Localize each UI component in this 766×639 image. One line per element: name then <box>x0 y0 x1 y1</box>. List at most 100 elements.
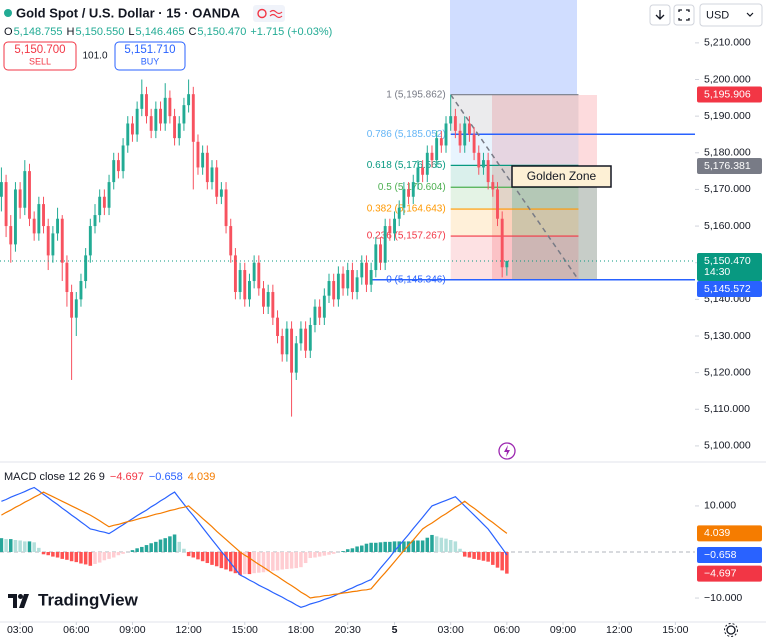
candle-body <box>327 281 331 296</box>
candle-body <box>430 152 434 161</box>
status-dot <box>4 9 12 17</box>
candle-body <box>369 270 373 285</box>
candle-body <box>229 226 233 256</box>
histogram-bar <box>13 540 18 552</box>
candle-body <box>411 182 415 197</box>
histogram-bar <box>79 551 83 564</box>
candle-body <box>187 94 191 106</box>
macd-line <box>1 491 508 599</box>
candle-body <box>421 167 425 175</box>
candle-body <box>60 218 64 263</box>
header-value: C <box>188 26 196 38</box>
refresh-button[interactable] <box>673 4 695 26</box>
histogram-bar <box>275 551 280 571</box>
histogram-bar <box>383 541 387 552</box>
settings-button[interactable] <box>726 625 736 635</box>
candle-body <box>482 160 485 168</box>
histogram-bar <box>378 542 383 552</box>
histogram-bar <box>111 551 116 558</box>
fib-label: 0.618 (5,176.565) <box>367 160 446 171</box>
histogram-bar <box>430 534 434 552</box>
histogram-bar <box>238 551 242 576</box>
indicator-value: −4.697 <box>110 471 144 483</box>
candle-body <box>79 281 83 300</box>
x-tick-label: 18:00 <box>288 624 314 636</box>
currency-select[interactable] <box>699 3 763 27</box>
candle-body <box>116 160 120 172</box>
histogram-bar <box>402 541 406 552</box>
candle-body <box>177 123 181 139</box>
candle-body <box>299 328 303 344</box>
histogram-bar <box>369 542 373 552</box>
y-tick-label: 5,170.000 <box>704 183 751 195</box>
histogram-bar <box>107 551 111 559</box>
candle-body <box>252 262 256 282</box>
fib-band <box>450 236 579 280</box>
candle-body <box>196 141 200 168</box>
histogram-bar <box>97 551 102 563</box>
candle-body <box>439 138 443 146</box>
candle-body <box>365 262 368 285</box>
candle-body <box>383 226 387 263</box>
histogram-bar <box>486 551 490 562</box>
candle-body <box>271 292 275 318</box>
candle-body <box>102 196 106 208</box>
price-tag <box>697 252 762 281</box>
icon <box>678 9 690 21</box>
histogram-bar <box>434 536 439 552</box>
candle-body <box>322 295 326 318</box>
candle-body <box>397 207 401 219</box>
candle-body <box>449 116 453 124</box>
histogram-bar <box>416 540 420 552</box>
value-tag <box>697 547 762 564</box>
candle-body <box>93 215 97 227</box>
histogram-bar <box>491 551 495 565</box>
histogram-bar <box>345 549 350 552</box>
histogram-bar <box>406 541 411 552</box>
histogram-bar <box>458 548 462 552</box>
histogram-bar <box>285 551 289 570</box>
candle-body <box>51 233 55 256</box>
candle-body <box>23 171 27 208</box>
candle-body <box>205 152 209 183</box>
candle-body <box>140 94 144 109</box>
candle-body <box>355 277 359 293</box>
header-value: 5,150.470 <box>197 26 246 38</box>
candle-body <box>163 97 167 124</box>
x-tick-label: 15:00 <box>232 624 258 636</box>
histogram-bar <box>500 551 504 571</box>
histogram-bar <box>214 551 219 567</box>
candle-body <box>491 182 495 190</box>
fib-label: 0.5 (5,170.604) <box>378 182 446 193</box>
candle-body <box>74 299 78 318</box>
candle-body <box>13 189 17 245</box>
histogram-bar <box>360 545 364 552</box>
candle-body <box>182 105 186 124</box>
axes: 5,210.0005,200.0005,190.0005,180.0005,17… <box>7 37 762 636</box>
histogram-bar <box>294 551 299 569</box>
candle-body <box>135 108 139 135</box>
candle-body <box>233 255 237 293</box>
candle-body <box>257 262 261 289</box>
candle-body <box>262 288 265 307</box>
candle-body <box>18 189 22 208</box>
candle-body <box>294 343 298 373</box>
candle-body <box>346 270 350 289</box>
buy-button[interactable] <box>114 41 186 71</box>
histogram-bar <box>350 548 355 552</box>
candle-body <box>374 244 378 271</box>
histogram-bar <box>271 551 275 571</box>
price-tag <box>697 280 762 297</box>
candle-body <box>458 130 462 146</box>
y-tick-label: 5,110.000 <box>704 403 750 415</box>
header-value: O <box>4 26 13 38</box>
candle-body <box>159 108 162 124</box>
histogram-bar <box>472 551 476 559</box>
header-value: L <box>128 26 134 38</box>
header-value: 5,150.550 <box>75 26 124 38</box>
y-tick-label: 5,130.000 <box>704 330 751 342</box>
sell-button[interactable] <box>3 41 77 71</box>
histogram-bar <box>9 539 13 552</box>
candle-body <box>56 218 60 234</box>
